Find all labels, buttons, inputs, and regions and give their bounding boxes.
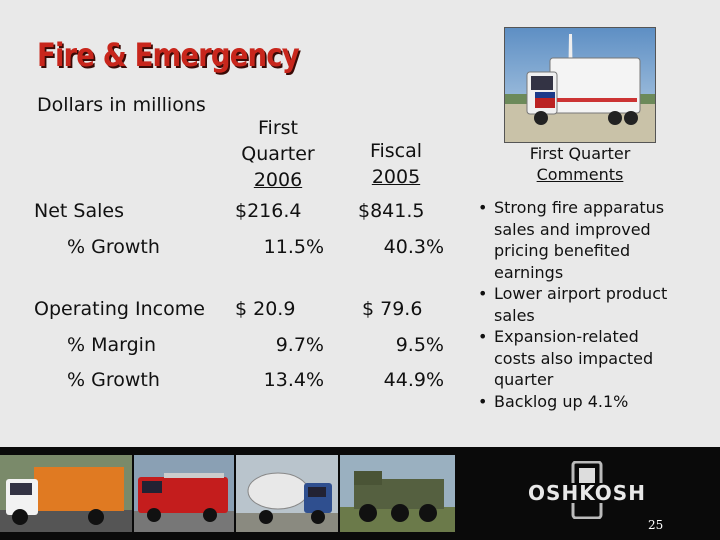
comments-header-line: First Quarter: [529, 144, 631, 163]
comment-line: earnings: [494, 262, 564, 282]
row-value-fy: 9.5%: [395, 334, 444, 356]
oshkosh-logo: OSHKOSH: [522, 460, 652, 520]
comment-line: Strong fire apparatus: [494, 198, 665, 217]
comment-bullet: • Lower airport product sales: [476, 283, 691, 326]
garbage-truck-photo: [0, 455, 132, 532]
comments-header-line: Comments: [536, 165, 624, 184]
comment-line: sales and improved: [494, 219, 651, 239]
comment-bullet: • Expansion-related costs also impacted …: [476, 326, 691, 391]
row-label: % Margin: [67, 334, 156, 356]
row-label: % Growth: [67, 236, 160, 258]
comment-bullet: • Backlog up 4.1%: [476, 391, 691, 413]
bullet-glyph: •: [478, 391, 488, 411]
row-label: Operating Income: [34, 298, 205, 320]
row-label: % Growth: [67, 369, 160, 391]
comment-bullet: • Strong fire apparatus sales and improv…: [476, 197, 691, 283]
bullet-glyph: •: [478, 198, 488, 217]
row-value-fy: $ 79.6: [362, 298, 423, 320]
row-value-fy: $841.5: [358, 200, 425, 222]
comments-header: First Quarter Comments: [500, 143, 660, 185]
fire-truck-photo: [134, 455, 234, 532]
col-header-line: Quarter: [241, 143, 315, 165]
military-truck-photo: [340, 455, 455, 532]
row-value-fy: 40.3%: [383, 236, 444, 258]
comment-line: quarter: [494, 370, 554, 389]
row-value-fy: 44.9%: [383, 369, 444, 391]
page-number: 25: [648, 518, 664, 532]
col-header-line: 2006: [253, 169, 303, 191]
row-label: Net Sales: [34, 200, 124, 222]
col-header-fiscal: Fiscal 2005: [348, 138, 444, 190]
col-header-line: First: [258, 117, 298, 139]
comment-line: pricing benefited: [494, 241, 631, 260]
row-value-q1: $216.4: [235, 200, 302, 222]
bullet-glyph: •: [478, 284, 488, 303]
cement-mixer-truck-photo: [236, 455, 338, 532]
row-value-q1: $ 20.9: [235, 298, 296, 320]
comment-line: Backlog up 4.1%: [494, 391, 629, 411]
oshkosh-logo-text: OSHKOSH: [528, 481, 646, 505]
row-value-q1: 9.7%: [275, 334, 324, 356]
comment-line: costs also impacted: [494, 348, 654, 368]
comments-list: • Strong fire apparatus sales and improv…: [476, 197, 691, 412]
bullet-glyph: •: [478, 327, 488, 346]
slide-title: Fire & Emergency: [37, 36, 300, 74]
comment-line: sales: [494, 305, 535, 325]
col-header-first-quarter: First Quarter 2006: [230, 115, 326, 193]
row-value-q1: 11.5%: [263, 236, 324, 258]
col-header-line: Fiscal: [369, 140, 423, 162]
footer-strip: OSHKOSH: [0, 447, 720, 540]
row-value-q1: 13.4%: [263, 369, 324, 391]
comment-line: Lower airport product: [494, 284, 668, 303]
emergency-vehicle-photo: [504, 27, 656, 143]
col-header-line: 2005: [371, 166, 421, 188]
slide-subtitle: Dollars in millions: [37, 94, 206, 116]
comment-line: Expansion-related: [494, 327, 639, 346]
